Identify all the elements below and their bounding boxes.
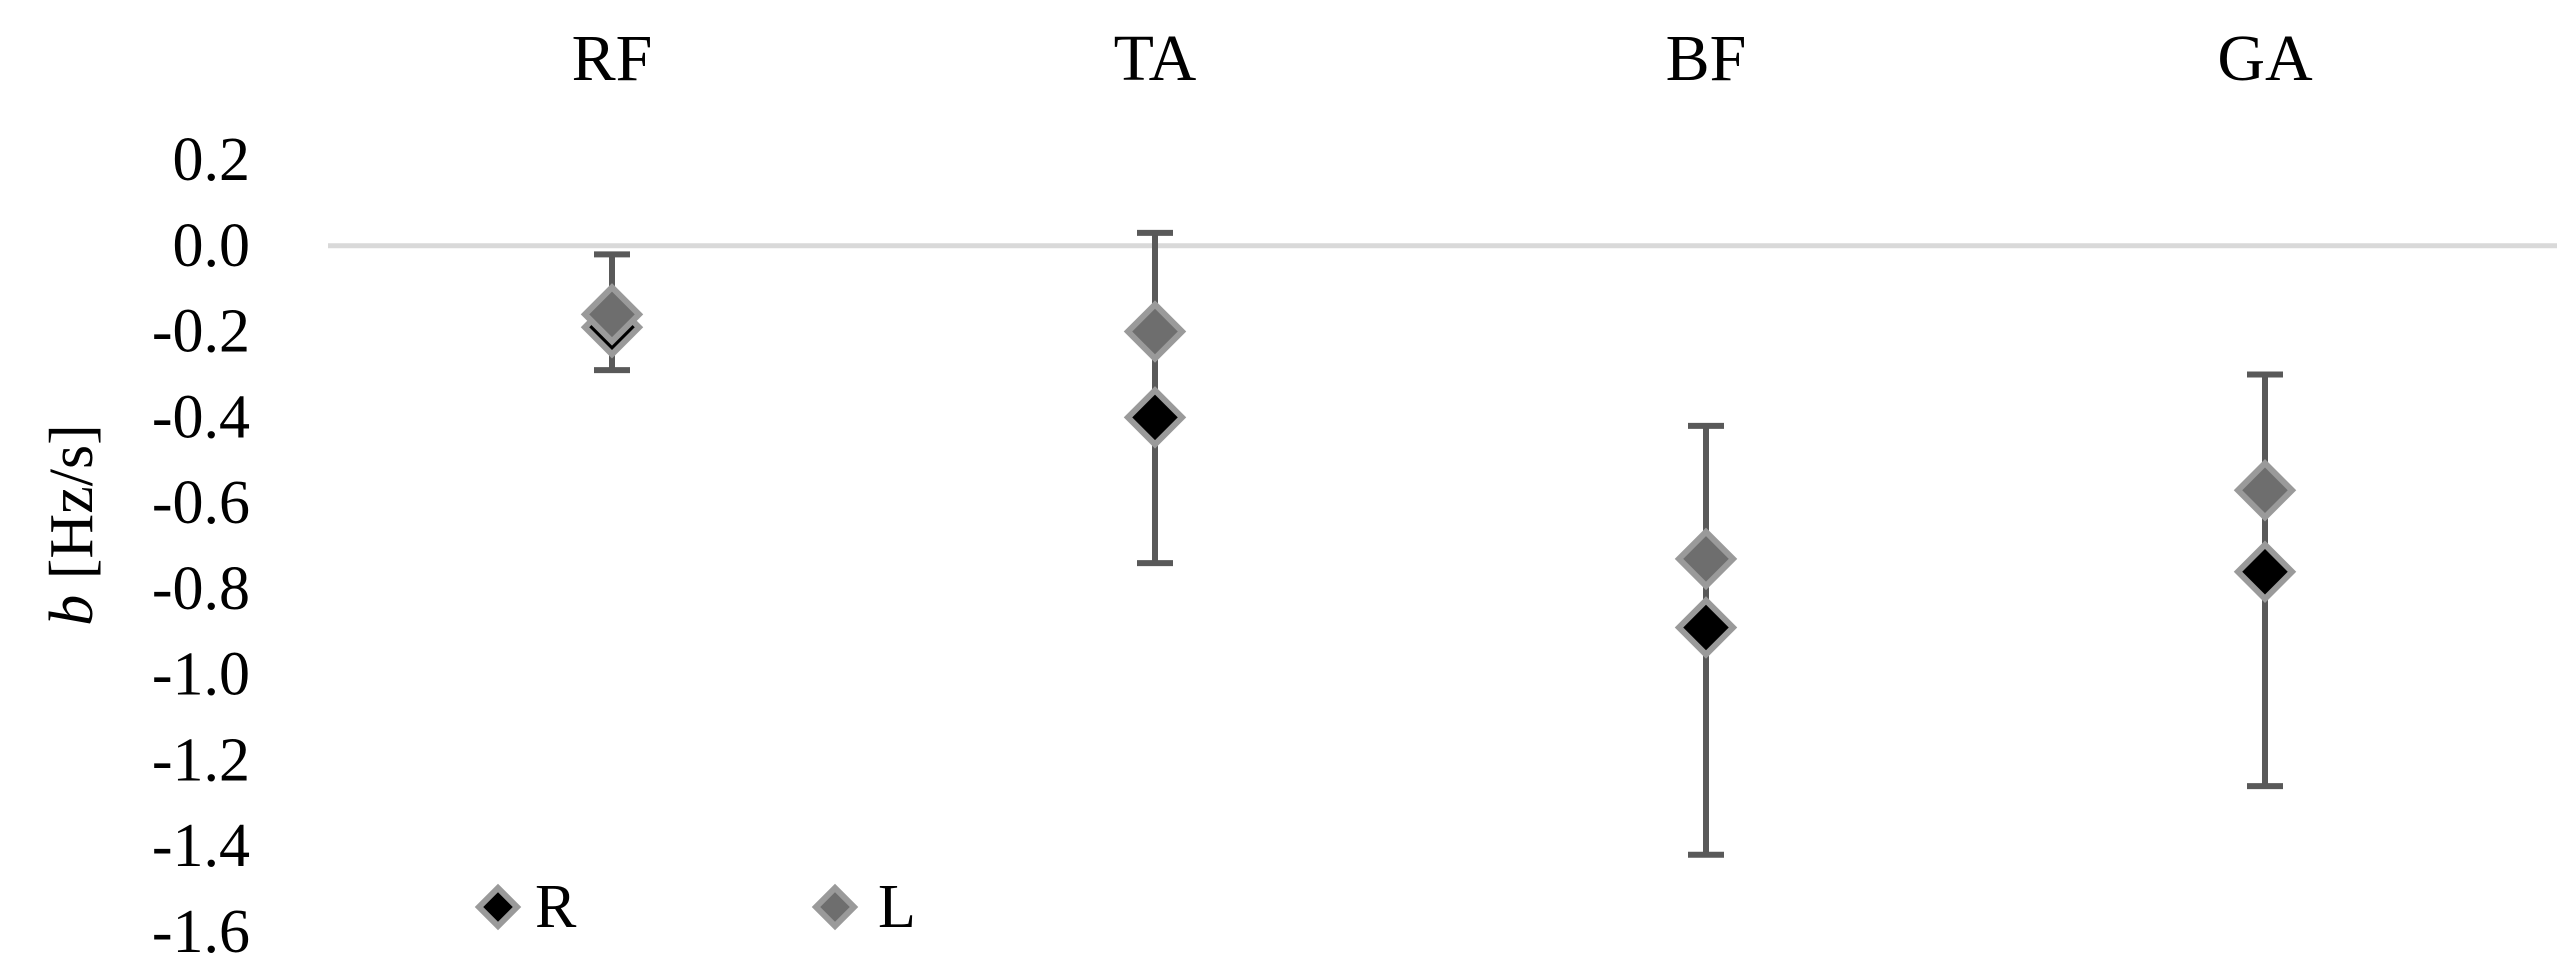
legend-label-l: L	[878, 873, 916, 941]
data-point-r	[1674, 596, 1738, 659]
legend-label-r: R	[535, 873, 577, 941]
y-tick-label: 0.2	[173, 126, 251, 194]
data-point-l	[1674, 527, 1738, 591]
legend-marker-r	[474, 883, 522, 931]
data-point-l	[2233, 459, 2297, 522]
category-label: BF	[1666, 22, 1747, 95]
y-tick-label: -0.2	[152, 298, 250, 366]
y-tick-label: -1.2	[152, 726, 250, 794]
data-point-r	[1123, 386, 1187, 449]
y-tick-label: -0.4	[152, 383, 250, 451]
data-point-r	[2233, 540, 2297, 603]
series-l-markers	[580, 283, 2297, 591]
category-label: TA	[1114, 22, 1197, 95]
y-axis-label-unit: [Hz/s]	[38, 424, 106, 594]
y-tick-label: -1.6	[152, 898, 250, 966]
y-tick-label: -0.6	[152, 469, 250, 537]
category-label: GA	[2217, 22, 2313, 95]
y-axis-label-variable: b	[38, 595, 106, 626]
data-point-l	[580, 283, 644, 346]
category-label: RF	[572, 22, 653, 95]
y-tick-label: -0.8	[152, 555, 250, 623]
y-tick-labels: 0.2 0.0 -0.2 -0.4 -0.6 -0.8 -1.0 -1.2 -1.4 -1.6	[152, 126, 250, 966]
y-tick-label: -1.4	[152, 812, 250, 880]
data-point-l	[1123, 300, 1187, 363]
y-tick-label: 0.0	[173, 212, 251, 280]
y-tick-label: -1.0	[152, 641, 250, 709]
category-labels: RF TA BF GA	[572, 22, 2313, 95]
y-axis-label: b [Hz/s]	[38, 424, 106, 625]
legend-marker-l	[811, 883, 859, 931]
